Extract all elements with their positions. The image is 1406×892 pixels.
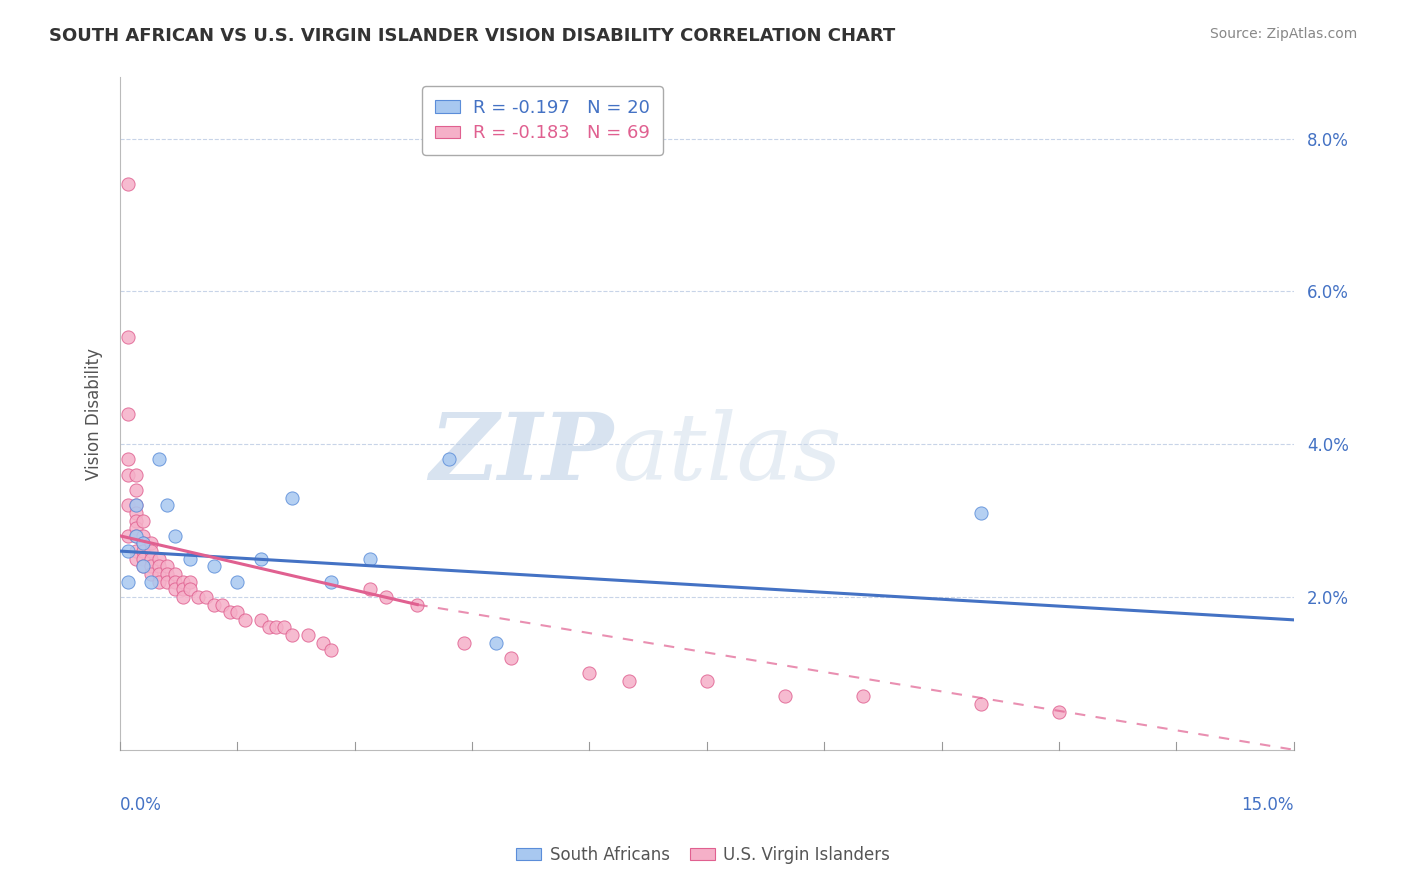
Point (132, 559, 155, 574)
Point (617, 673, 640, 688)
Point (163, 582, 186, 597)
Point (233, 613, 256, 627)
Point (172, 574, 194, 589)
Point (141, 574, 163, 589)
Point (132, 551, 155, 566)
Point (156, 559, 179, 574)
Point (211, 598, 233, 612)
Point (179, 574, 201, 589)
Point (141, 544, 163, 558)
Point (132, 536, 155, 550)
Point (696, 673, 718, 688)
Point (156, 574, 179, 589)
Point (141, 567, 163, 582)
Point (117, 330, 139, 344)
Text: Source: ZipAtlas.com: Source: ZipAtlas.com (1209, 27, 1357, 41)
Point (117, 178, 139, 192)
Point (969, 697, 991, 711)
Point (226, 574, 249, 589)
Point (453, 636, 475, 650)
Point (281, 628, 304, 642)
Point (124, 498, 146, 512)
Point (179, 582, 201, 597)
Point (132, 529, 155, 543)
Point (117, 407, 139, 421)
Point (124, 514, 146, 528)
Point (179, 551, 201, 566)
Point (359, 551, 381, 566)
Point (406, 598, 429, 612)
Point (1047, 705, 1070, 719)
Point (124, 521, 146, 535)
Point (117, 452, 139, 467)
Point (321, 574, 343, 589)
Legend: South Africans, U.S. Virgin Islanders: South Africans, U.S. Virgin Islanders (509, 839, 897, 871)
Legend: R = -0.197   N = 20, R = -0.183   N = 69: R = -0.197 N = 20, R = -0.183 N = 69 (422, 87, 662, 155)
Point (132, 559, 155, 574)
Point (359, 582, 381, 597)
Point (156, 567, 179, 582)
Point (202, 598, 225, 612)
Point (163, 567, 186, 582)
Point (124, 483, 146, 497)
Point (117, 498, 139, 512)
Point (117, 574, 139, 589)
Point (297, 628, 319, 642)
Point (437, 452, 460, 467)
Point (773, 690, 796, 704)
Point (141, 551, 163, 566)
Point (226, 605, 249, 619)
Y-axis label: Vision Disability: Vision Disability (86, 348, 103, 480)
Text: atlas: atlas (613, 409, 842, 499)
Point (312, 636, 335, 650)
Point (187, 590, 209, 604)
Point (202, 559, 225, 574)
Point (124, 498, 146, 512)
Point (852, 690, 875, 704)
Point (148, 574, 170, 589)
Point (124, 467, 146, 482)
Point (375, 590, 398, 604)
Point (257, 620, 280, 634)
Point (141, 559, 163, 574)
Point (132, 536, 155, 550)
Point (578, 666, 600, 681)
Point (218, 605, 240, 619)
Point (172, 590, 194, 604)
Point (124, 529, 146, 543)
Point (249, 551, 271, 566)
Point (117, 529, 139, 543)
Text: ZIP: ZIP (429, 409, 613, 499)
Point (501, 651, 523, 665)
Point (124, 529, 146, 543)
Point (163, 574, 186, 589)
Point (148, 559, 170, 574)
Point (266, 620, 288, 634)
Point (148, 551, 170, 566)
Point (484, 636, 506, 650)
Point (117, 467, 139, 482)
Point (969, 506, 991, 520)
Point (273, 620, 295, 634)
Point (124, 506, 146, 520)
Point (124, 544, 146, 558)
Point (132, 544, 155, 558)
Point (148, 567, 170, 582)
Point (156, 498, 179, 512)
Point (132, 514, 155, 528)
Point (124, 551, 146, 566)
Text: 0.0%: 0.0% (120, 796, 162, 814)
Point (148, 452, 170, 467)
Point (163, 529, 186, 543)
Point (117, 544, 139, 558)
Text: 15.0%: 15.0% (1241, 796, 1294, 814)
Point (281, 491, 304, 505)
Point (172, 582, 194, 597)
Text: SOUTH AFRICAN VS U.S. VIRGIN ISLANDER VISION DISABILITY CORRELATION CHART: SOUTH AFRICAN VS U.S. VIRGIN ISLANDER VI… (49, 27, 896, 45)
Point (249, 613, 271, 627)
Point (141, 536, 163, 550)
Point (321, 643, 343, 657)
Point (195, 590, 218, 604)
